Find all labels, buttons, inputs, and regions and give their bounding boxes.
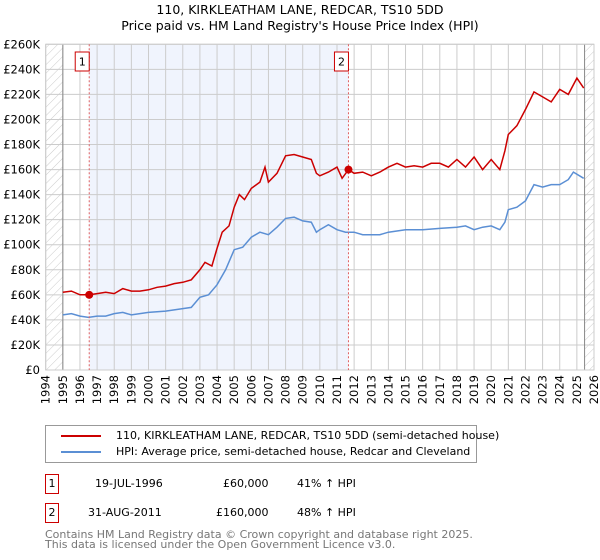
x-tick-label: 2001 — [159, 375, 173, 404]
x-tick-label: 1999 — [124, 375, 138, 404]
sale-badge: 1 — [45, 474, 59, 494]
y-tick-label: £260K — [3, 37, 40, 51]
property-price-line — [62, 76, 585, 296]
sale-badge: 2 — [45, 503, 59, 523]
sale-point — [85, 290, 94, 299]
sale-hpi: 48% ↑ HPI — [297, 506, 356, 519]
hatched-no-data-region — [45, 44, 63, 371]
y-tick-label: £180K — [3, 138, 40, 152]
y-tick-label: £80K — [11, 263, 41, 277]
legend-swatch-red — [61, 435, 101, 437]
x-tick-label: 2018 — [450, 375, 464, 404]
x-tick-label: 2026 — [587, 375, 600, 404]
x-tick-label: 2010 — [313, 375, 327, 404]
x-tick-label: 2005 — [227, 375, 241, 404]
x-tick-label: 2025 — [570, 375, 584, 404]
sale-price: £60,000 — [223, 477, 269, 490]
x-tick-label: 2008 — [279, 375, 293, 404]
x-tick-label: 1994 — [39, 375, 53, 404]
x-tick-label: 2002 — [176, 375, 190, 404]
y-tick-label: £100K — [3, 238, 40, 252]
x-tick-label: 2023 — [536, 375, 550, 404]
sale-row: 1 19-JUL-1996 £60,000 41% ↑ HPI — [45, 474, 445, 494]
legend-swatch-blue — [61, 451, 101, 453]
legend-label: HPI: Average price, semi-detached house,… — [116, 445, 471, 458]
y-tick-label: £140K — [3, 188, 40, 202]
sale-point — [344, 165, 353, 174]
sale-date: 31-AUG-2011 — [88, 506, 162, 519]
price-chart: 1994 1995 1996 1997 1998 1999 2000 2001 2002 2003… — [3, 37, 600, 404]
x-tick-label: 2007 — [261, 375, 275, 404]
footer-copyright: Contains HM Land Registry data © Crown c… — [45, 528, 473, 541]
y-tick-label: £60K — [11, 288, 41, 302]
y-tick-label: £240K — [3, 62, 40, 76]
legend-label: 110, KIRKLEATHAM LANE, REDCAR, TS10 5DD … — [116, 429, 500, 442]
y-tick-label: £0 — [25, 363, 40, 377]
sale-price: £160,000 — [216, 506, 269, 519]
x-tick-label: 2003 — [193, 375, 207, 404]
x-tick-label: 2021 — [501, 375, 515, 404]
x-tick-label: 2009 — [296, 375, 310, 404]
x-tick-label: 2020 — [484, 375, 498, 404]
footer-licence: This data is licensed under the Open Gov… — [45, 538, 396, 551]
x-tick-label: 2004 — [210, 375, 224, 404]
x-tick-label: 2011 — [330, 375, 344, 404]
sale-label-box — [74, 51, 90, 72]
y-tick-label: £120K — [3, 213, 40, 227]
chart-subtitle: Price paid vs. HM Land Registry's House … — [121, 18, 479, 33]
footer: Contains HM Land Registry data © Crown c… — [45, 528, 473, 551]
x-tick-label: 2014 — [381, 375, 395, 404]
x-tick-label: 1997 — [90, 375, 104, 404]
x-tick-label: 1995 — [56, 375, 70, 404]
sale-label: 1 — [79, 56, 86, 69]
y-tick-label: £20K — [11, 338, 41, 352]
y-tick-label: £160K — [3, 163, 40, 177]
sale-row: 2 31-AUG-2011 £160,000 48% ↑ HPI — [45, 503, 445, 523]
x-tick-label: 1998 — [107, 375, 121, 404]
sale-label: 2 — [338, 56, 345, 69]
x-tick-label: 2024 — [553, 375, 567, 404]
chart-legend: 110, KIRKLEATHAM LANE, REDCAR, TS10 5DD … — [45, 425, 499, 463]
hpi-line — [62, 171, 585, 319]
x-tick-label: 2000 — [142, 375, 156, 404]
x-tick-label: 2015 — [399, 375, 413, 404]
x-tick-label: 2013 — [364, 375, 378, 404]
x-tick-label: 2019 — [467, 375, 481, 404]
sale-hpi: 41% ↑ HPI — [297, 477, 356, 490]
y-tick-label: £220K — [3, 87, 40, 101]
hatched-no-data-region — [584, 44, 594, 371]
sale-date: 19-JUL-1996 — [95, 477, 163, 490]
x-tick-label: 2012 — [347, 375, 361, 404]
x-tick-label: 2022 — [518, 375, 532, 404]
y-tick-label: £40K — [11, 313, 41, 327]
x-tick-label: 2017 — [433, 375, 447, 404]
x-tick-label: 1996 — [73, 375, 87, 404]
x-tick-label: 2016 — [416, 375, 430, 404]
sale-label-box — [333, 51, 349, 72]
y-tick-label: £200K — [3, 112, 40, 126]
shaded-ownership-region — [89, 44, 349, 371]
chart-title: 110, KIRKLEATHAM LANE, REDCAR, TS10 5DD — [156, 2, 444, 17]
x-tick-label: 2006 — [244, 375, 258, 404]
plot-border — [45, 43, 595, 371]
